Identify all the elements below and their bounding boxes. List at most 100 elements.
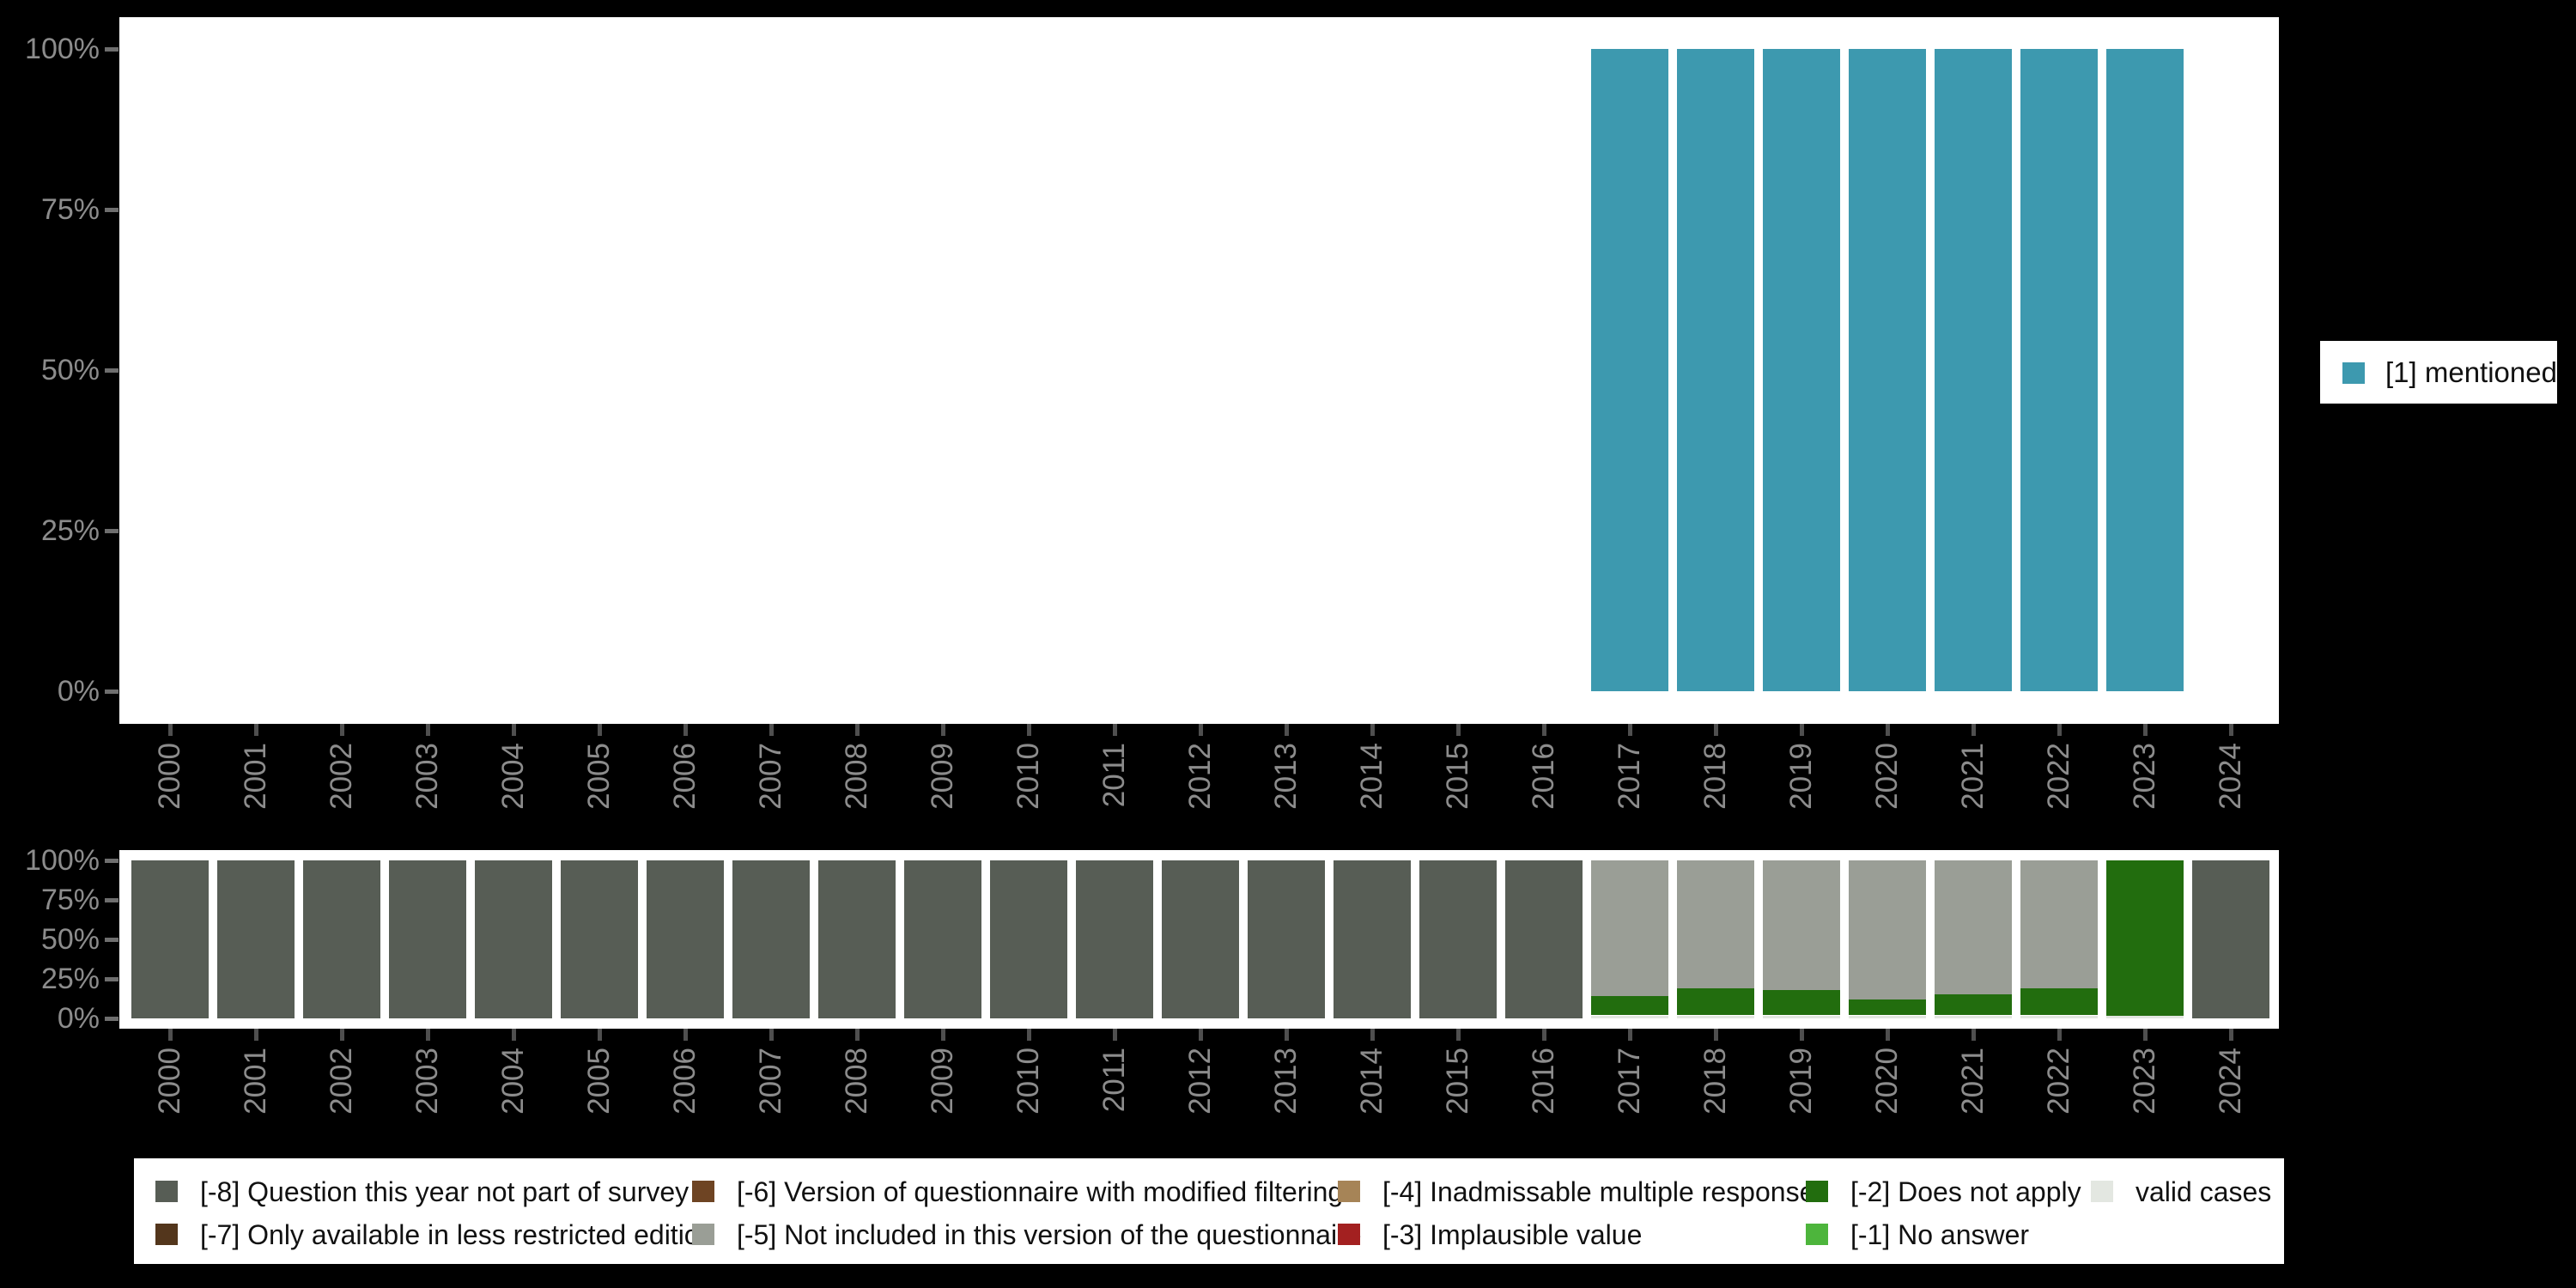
bar-2021-mentioned: [1935, 49, 2012, 691]
legend-swatch-m7: [155, 1224, 178, 1245]
segment-2020-valid: [1849, 1016, 1926, 1018]
legend-swatch-m3: [1338, 1224, 1360, 1245]
bar-2020-mentioned: [1849, 49, 1926, 691]
legend-swatch-m6: [692, 1181, 714, 1202]
segment-2006-m8: [647, 860, 724, 1018]
legend-swatch-valid: [2091, 1181, 2113, 1202]
legend-swatch-m2: [1806, 1181, 1828, 1202]
x-tick-label: 2010: [1013, 1048, 1043, 1115]
x-tick-label: 2024: [2215, 743, 2245, 810]
segment-2022-valid: [2020, 1016, 2098, 1018]
segment-2010-m8: [990, 860, 1067, 1018]
y-tick: [105, 898, 118, 902]
x-tick: [1714, 1029, 1718, 1041]
x-tick: [1199, 724, 1203, 736]
x-tick: [769, 1029, 774, 1041]
x-tick-label: 2005: [584, 743, 614, 810]
legend-label-valid: valid cases: [2136, 1175, 2271, 1209]
x-tick-label: 2007: [756, 1048, 786, 1115]
y-tick: [105, 47, 118, 52]
x-tick-label: 2018: [1700, 743, 1730, 810]
x-tick-label: 2012: [1185, 1048, 1215, 1115]
segment-2004-m8: [475, 860, 552, 1018]
x-tick-label: 2001: [240, 1048, 270, 1115]
x-tick: [1027, 1029, 1031, 1041]
segment-2016-m8: [1505, 860, 1583, 1018]
x-tick-label: 2009: [927, 1048, 957, 1115]
x-tick-label: 2018: [1700, 1048, 1730, 1115]
y-tick-label: 50%: [0, 925, 100, 954]
x-tick-label: 2011: [1099, 743, 1129, 807]
x-tick-label: 2022: [2044, 1048, 2074, 1115]
bar-2018-mentioned: [1677, 49, 1754, 691]
x-tick-label: 2000: [155, 1048, 185, 1115]
x-tick: [1285, 724, 1289, 736]
x-tick-label: 2015: [1443, 743, 1473, 810]
x-tick: [598, 1029, 602, 1041]
x-tick-label: 2006: [670, 1048, 700, 1115]
x-tick-label: 2016: [1528, 1048, 1558, 1115]
segment-2017-valid: [1591, 1016, 1668, 1018]
x-tick: [941, 1029, 945, 1041]
segment-2019-m2: [1763, 990, 1840, 1015]
segment-2008-m8: [818, 860, 896, 1018]
bar-2023-mentioned: [2106, 49, 2184, 691]
x-tick: [168, 724, 173, 736]
y-tick: [105, 977, 118, 981]
x-tick-label: 2019: [1786, 1048, 1816, 1115]
x-tick: [1285, 1029, 1289, 1041]
x-tick-label: 2022: [2044, 743, 2074, 810]
segment-2012-m8: [1162, 860, 1239, 1018]
segment-2019-valid: [1763, 1016, 1840, 1018]
segment-2020-m2: [1849, 999, 1926, 1015]
x-tick: [1113, 724, 1117, 736]
x-tick-label: 2003: [412, 1048, 442, 1115]
bar-2017-mentioned: [1591, 49, 1668, 691]
segment-2015-m8: [1419, 860, 1497, 1018]
x-tick-label: 2003: [412, 743, 442, 810]
y-tick-label: 0%: [0, 1004, 100, 1033]
y-tick-label: 100%: [0, 34, 100, 64]
legend-swatch-m8: [155, 1181, 178, 1202]
x-tick-label: 2008: [841, 743, 872, 810]
y-tick: [105, 208, 118, 212]
segment-2021-m2: [1935, 994, 2012, 1015]
x-tick: [1370, 724, 1375, 736]
x-tick-label: 2017: [1614, 1048, 1644, 1115]
y-tick-label: 0%: [0, 677, 100, 706]
segment-2009-m8: [904, 860, 981, 1018]
mentioned-legend-swatch: [2342, 362, 2365, 384]
x-tick: [2143, 724, 2148, 736]
x-tick-label: 2004: [498, 743, 528, 810]
x-tick: [2229, 724, 2233, 736]
x-tick-label: 2000: [155, 743, 185, 810]
x-tick-label: 2001: [240, 743, 270, 810]
legend-label-m7: [-7] Only available in less restricted e…: [200, 1218, 714, 1252]
y-tick: [105, 690, 118, 694]
x-tick: [2143, 1029, 2148, 1041]
y-tick-label: 25%: [0, 964, 100, 993]
legend-label-m5: [-5] Not included in this version of the…: [737, 1218, 1362, 1252]
segment-2000-m8: [131, 860, 209, 1018]
x-tick-label: 2013: [1271, 1048, 1301, 1115]
legend-label-m4: [-4] Inadmissable multiple response: [1382, 1175, 1814, 1209]
x-tick-label: 2017: [1614, 743, 1644, 810]
segment-2021-valid: [1935, 1016, 2012, 1018]
y-tick: [105, 529, 118, 533]
x-tick-label: 2006: [670, 743, 700, 810]
x-tick: [683, 1029, 688, 1041]
segment-2013-m8: [1248, 860, 1325, 1018]
segment-2023-m2: [2106, 860, 2184, 1016]
x-tick-label: 2002: [326, 1048, 356, 1115]
x-tick-label: 2005: [584, 1048, 614, 1115]
x-tick-label: 2014: [1357, 1048, 1387, 1115]
y-tick: [105, 938, 118, 942]
x-tick: [2057, 1029, 2062, 1041]
x-tick: [426, 1029, 430, 1041]
x-tick: [1456, 1029, 1461, 1041]
x-tick-label: 2023: [2129, 743, 2160, 810]
x-tick: [769, 724, 774, 736]
legend-label-m3: [-3] Implausible value: [1382, 1218, 1642, 1252]
bar-2019-mentioned: [1763, 49, 1840, 691]
x-tick: [2229, 1029, 2233, 1041]
